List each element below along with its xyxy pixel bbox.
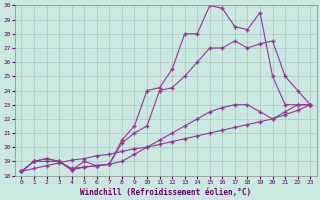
X-axis label: Windchill (Refroidissement éolien,°C): Windchill (Refroidissement éolien,°C) — [80, 188, 252, 197]
